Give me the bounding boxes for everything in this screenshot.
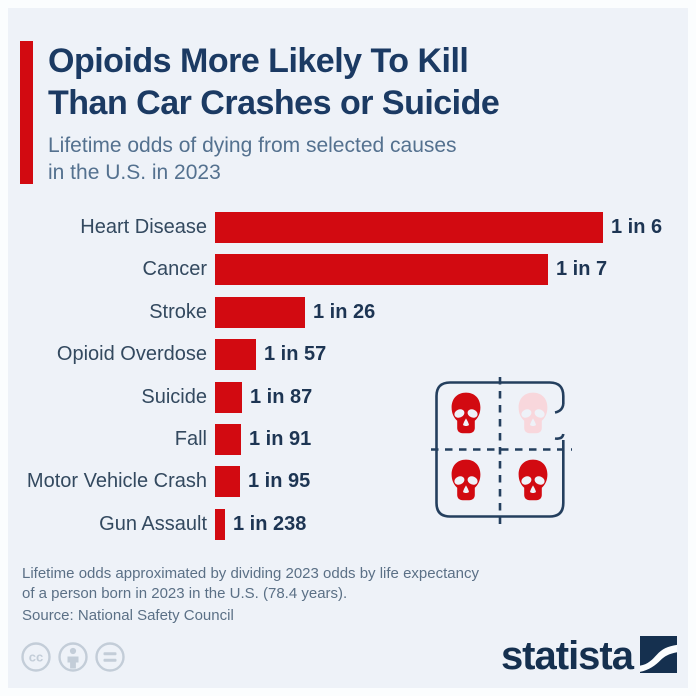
- bar-category-label: Motor Vehicle Crash: [26, 470, 207, 493]
- chart-row: Cancer 1 in 7: [8, 254, 688, 286]
- bar-value-label: 1 in 91: [249, 428, 312, 450]
- cc-icon[interactable]: [21, 642, 51, 672]
- stamp-outline: [431, 377, 572, 524]
- footnote-line-2: of a person born in 2023 in the U.S. (78…: [22, 585, 348, 602]
- skull-stamp-graphic: [431, 377, 572, 524]
- equals-icon[interactable]: [95, 642, 125, 672]
- chart-row: Motor Vehicle Crash 1 in 95: [8, 466, 688, 498]
- bar-category-label: Gun Assault: [99, 512, 207, 535]
- bar-value-label: 1 in 26: [313, 300, 376, 323]
- chart-row: Opioid Overdose 1 in 57: [8, 339, 688, 371]
- bar-rows: Heart Disease 1 in 6 Cancer 1 in 7 Stroke 1 i…: [8, 8, 688, 688]
- source-line: Source: National Safety Council: [22, 607, 234, 624]
- page-title: Opioids More Likely To Kill Than Car Cra…: [48, 40, 668, 124]
- statista-mark-icon: [640, 636, 677, 673]
- bar-category-label: Opioid Overdose: [56, 343, 207, 366]
- bar-value-label: 1 in 238: [233, 512, 307, 535]
- cc-license-badges[interactable]: cc: [20, 641, 140, 675]
- statista-logo[interactable]: statista: [500, 630, 677, 678]
- bar-category-label: Stroke: [149, 300, 207, 323]
- footnote-line-1: Lifetime odds approximated by dividing 2…: [22, 565, 479, 582]
- bar-category-label: Cancer: [142, 258, 207, 281]
- skull-icon-red-1: [451, 392, 481, 434]
- bar: [215, 212, 603, 243]
- bar-category-label: Suicide: [141, 385, 207, 408]
- skull-icon-red-3: [518, 459, 548, 501]
- bar-value-label: 1 in 95: [248, 470, 311, 493]
- bar: [215, 424, 241, 455]
- infographic-canvas: Opioids More Likely To Kill Than Car Cra…: [8, 8, 688, 688]
- subtitle-line-1: Lifetime odds of dying from selected cau…: [48, 134, 457, 157]
- cc-letters: cc: [29, 650, 43, 665]
- bar-category-label: Fall: [174, 428, 207, 450]
- statista-wordmark: statista: [500, 634, 634, 678]
- title-line-1: Opioids More Likely To Kill: [48, 42, 469, 80]
- title-line-2: Than Car Crashes or Suicide: [48, 84, 500, 122]
- chart-row: Fall 1 in 91: [8, 424, 688, 455]
- person-glyph: [67, 647, 79, 669]
- bar: [215, 339, 256, 371]
- bar: [215, 296, 305, 328]
- bar-value-label: 1 in 87: [250, 385, 313, 408]
- equals-glyph: [103, 652, 117, 662]
- footnote: Lifetime odds approximated by dividing 2…: [22, 564, 582, 604]
- chart-row: Suicide 1 in 87: [8, 381, 688, 413]
- page-subtitle: Lifetime odds of dying from selected cau…: [48, 132, 648, 186]
- skull-icon-red-2: [451, 459, 481, 501]
- bar-value-label: 1 in 7: [556, 258, 608, 281]
- skull-icon-pink: [518, 392, 548, 434]
- bar-value-label: 1 in 6: [611, 216, 663, 238]
- bar: [215, 508, 225, 540]
- chart-row: Heart Disease 1 in 6: [8, 212, 688, 243]
- chart-row: Gun Assault 1 in 238: [8, 508, 688, 540]
- subtitle-line-2: in the U.S. in 2023: [48, 161, 221, 184]
- bar-value-label: 1 in 57: [264, 343, 327, 366]
- chart-row: Stroke 1 in 26: [8, 296, 688, 328]
- bar: [215, 254, 548, 286]
- title-accent-bar: [20, 41, 33, 184]
- bar: [215, 381, 242, 413]
- bar: [215, 466, 240, 498]
- attribution-person-icon[interactable]: [58, 642, 88, 672]
- bar-category-label: Heart Disease: [80, 216, 207, 238]
